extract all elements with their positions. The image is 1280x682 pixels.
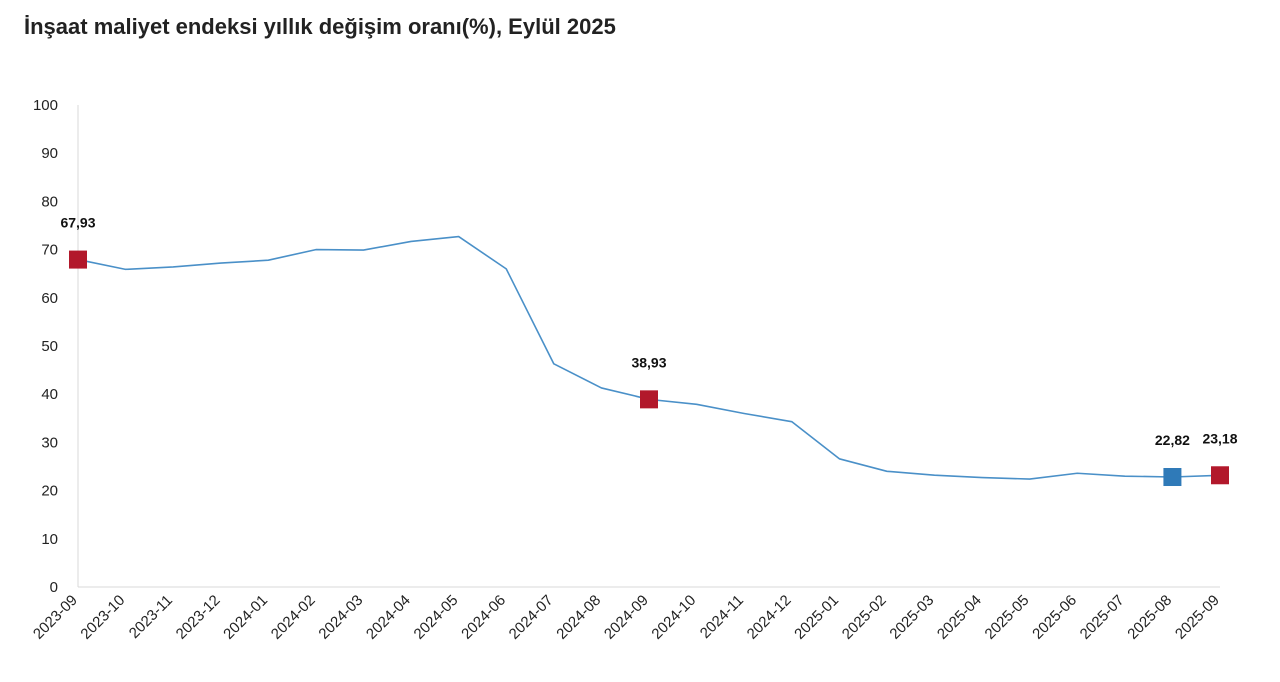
chart-title: İnşaat maliyet endeksi yıllık değişim or…: [24, 14, 616, 39]
y-tick-label: 50: [41, 338, 58, 355]
x-tick-label: 2024-08: [553, 592, 604, 643]
y-tick-label: 60: [41, 290, 58, 307]
data-point-marker: [1163, 468, 1182, 487]
data-label: 67,93: [60, 215, 95, 231]
y-tick-label: 70: [41, 242, 58, 259]
data-label: 23,18: [1202, 430, 1237, 446]
x-tick-label: 2024-05: [411, 592, 462, 643]
y-tick-label: 90: [41, 145, 58, 162]
data-point-marker: [1211, 466, 1229, 485]
x-tick-label: 2025-04: [934, 592, 985, 643]
x-tick-label: 2023-12: [173, 592, 224, 643]
y-tick-label: 80: [41, 193, 58, 210]
data-label: 22,82: [1155, 432, 1190, 448]
y-tick-label: 10: [41, 531, 58, 548]
y-tick-label: 20: [41, 483, 58, 500]
x-tick-label: 2024-02: [268, 592, 319, 643]
x-tick-label: 2025-06: [1029, 592, 1080, 643]
x-tick-label: 2024-10: [648, 592, 699, 643]
marker-layer: [69, 250, 1229, 487]
y-tick-label: 30: [41, 434, 58, 451]
x-tick-label: 2023-11: [126, 592, 176, 642]
x-tick-label: 2025-09: [1172, 592, 1223, 643]
x-tick-label: 2023-09: [30, 592, 81, 643]
data-label: 38,93: [631, 354, 666, 370]
y-axis: 0 10 20 30 40 50 60 70 80 90 100: [33, 97, 79, 596]
x-axis: 2023-092023-102023-112023-122024-012024-…: [30, 586, 1223, 643]
y-tick-label: 40: [41, 386, 58, 403]
x-tick-label: 2025-07: [1077, 592, 1128, 643]
data-point-marker: [640, 390, 658, 409]
x-tick-label: 2024-07: [506, 592, 557, 643]
x-tick-label: 2025-03: [886, 592, 937, 643]
x-tick-label: 2024-01: [220, 592, 271, 643]
x-tick-label: 2025-08: [1124, 592, 1175, 643]
y-tick-label: 0: [50, 579, 58, 596]
x-tick-label: 2025-05: [982, 592, 1033, 643]
x-tick-label: 2024-04: [363, 592, 414, 643]
x-tick-label: 2024-03: [315, 592, 366, 643]
x-tick-label: 2024-12: [744, 592, 795, 643]
x-tick-label: 2024-09: [601, 592, 652, 643]
data-point-marker: [69, 250, 87, 269]
x-tick-label: 2024-06: [458, 592, 509, 643]
x-tick-label: 2025-01: [791, 592, 842, 643]
label-layer: 67,93 38,93 22,82 23,18: [60, 215, 1237, 448]
x-tick-label: 2024-11: [697, 592, 747, 642]
x-tick-label: 2023-10: [77, 592, 128, 643]
y-tick-label: 100: [33, 97, 58, 114]
x-tick-label: 2025-02: [839, 592, 890, 643]
